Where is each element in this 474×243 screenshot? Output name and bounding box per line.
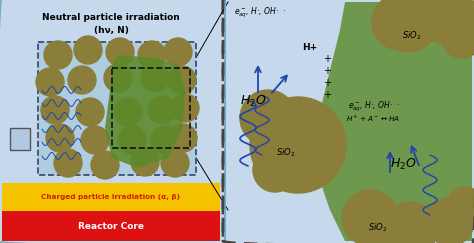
Text: $SiO_2$: $SiO_2$	[368, 221, 387, 234]
Text: $e^-_{aq}$, H·, OH·  ·: $e^-_{aq}$, H·, OH· ·	[348, 99, 401, 113]
Circle shape	[378, 0, 438, 52]
Circle shape	[141, 64, 169, 92]
Circle shape	[169, 124, 197, 152]
FancyBboxPatch shape	[223, 0, 474, 243]
Circle shape	[342, 190, 398, 243]
Circle shape	[419, 0, 471, 44]
Circle shape	[430, 198, 474, 242]
Circle shape	[118, 126, 146, 154]
Polygon shape	[318, 2, 472, 241]
Text: +: +	[323, 78, 331, 88]
Circle shape	[91, 151, 119, 179]
Text: Reactor Core: Reactor Core	[78, 222, 144, 231]
Circle shape	[349, 196, 401, 243]
Text: Charged particle irradiation (α, β): Charged particle irradiation (α, β)	[42, 194, 181, 200]
Circle shape	[171, 94, 199, 122]
Text: $H_2O$: $H_2O$	[240, 94, 267, 109]
Circle shape	[81, 126, 109, 154]
Circle shape	[54, 149, 82, 177]
Text: +: +	[323, 54, 331, 64]
Circle shape	[138, 41, 166, 69]
Circle shape	[372, 0, 428, 50]
Circle shape	[68, 66, 96, 94]
Circle shape	[421, 0, 469, 41]
Circle shape	[442, 18, 474, 58]
Bar	[38, 42, 196, 175]
Circle shape	[46, 124, 74, 152]
Circle shape	[76, 98, 104, 126]
Circle shape	[250, 97, 346, 193]
Text: $SiO_2$: $SiO_2$	[402, 29, 421, 42]
Circle shape	[442, 20, 474, 56]
Circle shape	[114, 98, 142, 126]
Circle shape	[131, 148, 159, 176]
Circle shape	[106, 38, 134, 66]
Circle shape	[104, 64, 132, 92]
Polygon shape	[105, 55, 185, 168]
Text: $SiO_2$: $SiO_2$	[276, 146, 295, 158]
Bar	[2, 183, 220, 211]
Circle shape	[161, 149, 189, 177]
Circle shape	[453, 0, 474, 30]
Text: H+: H+	[302, 43, 317, 52]
Circle shape	[240, 90, 296, 146]
Text: $e^-_{aq}$, H·, OH·  ·: $e^-_{aq}$, H·, OH· ·	[234, 5, 287, 19]
Circle shape	[44, 41, 72, 69]
Bar	[10, 128, 30, 150]
Circle shape	[426, 198, 474, 243]
Text: Neutral particle irradiation: Neutral particle irradiation	[42, 14, 180, 23]
Circle shape	[391, 204, 439, 243]
Circle shape	[384, 202, 436, 243]
Text: +: +	[323, 90, 331, 100]
Text: +: +	[323, 66, 331, 76]
Circle shape	[447, 187, 474, 223]
Circle shape	[164, 38, 192, 66]
Circle shape	[41, 96, 69, 124]
Circle shape	[148, 96, 176, 124]
Text: (hν, N): (hν, N)	[93, 26, 128, 35]
Circle shape	[151, 126, 179, 154]
Circle shape	[253, 148, 297, 192]
FancyBboxPatch shape	[0, 0, 225, 243]
Bar	[2, 211, 220, 241]
Text: $H^+ + A^- \leftrightarrow HA$: $H^+ + A^- \leftrightarrow HA$	[346, 114, 400, 124]
Circle shape	[36, 68, 64, 96]
Circle shape	[74, 36, 102, 64]
Circle shape	[168, 66, 196, 94]
Text: $H_2O$: $H_2O$	[390, 157, 417, 172]
Bar	[112, 68, 190, 148]
